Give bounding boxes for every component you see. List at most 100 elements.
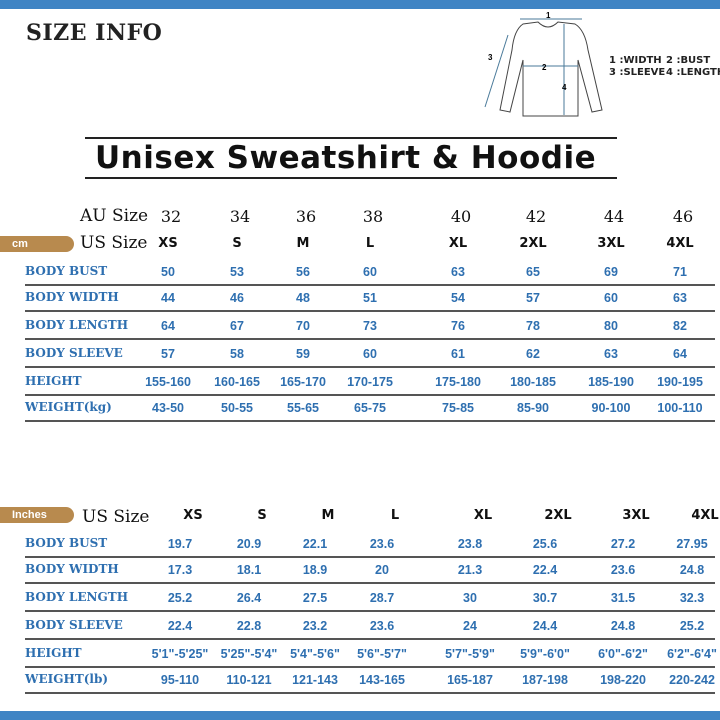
table-cell: 23.6 bbox=[369, 619, 395, 633]
table-cell: 67 bbox=[230, 319, 244, 333]
au-size-header: 36 bbox=[295, 207, 317, 226]
table-cell: 60 bbox=[363, 265, 377, 279]
table-cell: 220-242 bbox=[669, 673, 715, 687]
diagram-label-1: 1 bbox=[546, 11, 551, 20]
table-cell: 198-220 bbox=[600, 673, 646, 687]
table-row: BODY SLEEVE 22.4 22.8 23.2 23.6 24 24.4 24.8 25.… bbox=[25, 612, 715, 640]
table-row: BODY LENGTH 25.2 26.4 27.5 28.7 30 30.7 31.5 32.… bbox=[25, 584, 715, 612]
table-cell: 55-65 bbox=[287, 401, 319, 415]
table-cell: 28.7 bbox=[369, 591, 395, 605]
table-cell: 160-165 bbox=[214, 375, 260, 389]
row-label: BODY BUST bbox=[25, 536, 108, 550]
table-cell: 31.5 bbox=[610, 591, 636, 605]
table-cell: 23.8 bbox=[457, 537, 483, 551]
table-cell: 60 bbox=[604, 291, 618, 305]
unit-badge-cm: cm bbox=[0, 236, 74, 252]
au-size-header: 32 bbox=[160, 207, 182, 226]
table-cell: 69 bbox=[604, 265, 618, 279]
table-cell: 175-180 bbox=[435, 375, 481, 389]
us-size-header: L bbox=[365, 236, 375, 251]
us-size-label: US Size bbox=[80, 233, 148, 253]
table-cell: 187-198 bbox=[522, 673, 568, 687]
table-row: WEIGHT(lb) 95-110 110-121 121-143 143-165 165… bbox=[25, 666, 715, 694]
row-label: HEIGHT bbox=[25, 646, 82, 660]
table-cell: 71 bbox=[673, 265, 687, 279]
us-size-header: 3XL bbox=[597, 236, 625, 251]
table-cell: 63 bbox=[451, 265, 465, 279]
table-cell: 17.3 bbox=[167, 563, 193, 577]
us-size-header: 4XL bbox=[691, 508, 719, 523]
table-cell: 18.1 bbox=[236, 563, 262, 577]
table-cell: 20 bbox=[375, 563, 389, 577]
us-size-header: XL bbox=[448, 236, 468, 251]
table-cell: 23.6 bbox=[610, 563, 636, 577]
table-cell: 63 bbox=[604, 347, 618, 361]
product-title: Unisex Sweatshirt & Hoodie bbox=[95, 140, 597, 176]
table-cell: 62 bbox=[526, 347, 540, 361]
table-cell: 5'9"-6'0" bbox=[520, 647, 570, 661]
table-cell: 185-190 bbox=[588, 375, 634, 389]
table-cell: 75-85 bbox=[442, 401, 474, 415]
table-cell: 53 bbox=[230, 265, 244, 279]
table-cell: 64 bbox=[161, 319, 175, 333]
table-cell: 82 bbox=[673, 319, 687, 333]
au-size-header: 44 bbox=[603, 207, 625, 226]
table-cell: 27.95 bbox=[676, 537, 708, 551]
table-cell: 61 bbox=[451, 347, 465, 361]
table-cell: 24.8 bbox=[610, 619, 636, 633]
us-size-header: XS bbox=[158, 236, 178, 251]
table-cell: 63 bbox=[673, 291, 687, 305]
us-size-label-inches: US Size bbox=[82, 507, 150, 527]
us-size-header: M bbox=[296, 236, 310, 251]
table-cell: 18.9 bbox=[302, 563, 328, 577]
table-cell: 6'2"-6'4" bbox=[667, 647, 717, 661]
table-row: WEIGHT(kg) 43-50 50-55 55-65 65-75 75-85 85-90… bbox=[25, 394, 715, 422]
au-size-header: 42 bbox=[525, 207, 547, 226]
table-cell: 5'6"-5'7" bbox=[357, 647, 407, 661]
table-cell: 43-50 bbox=[152, 401, 184, 415]
table-cell: 5'1"-5'25" bbox=[151, 647, 209, 661]
legend-length: 4 :LENGTH bbox=[666, 67, 720, 78]
table-cell: 80 bbox=[604, 319, 618, 333]
table-cell: 5'25"-5'4" bbox=[220, 647, 278, 661]
table-cell: 6'0"-6'2" bbox=[598, 647, 648, 661]
title-rule-bottom bbox=[85, 177, 617, 179]
table-cell: 25.2 bbox=[167, 591, 193, 605]
au-size-header: 34 bbox=[229, 207, 251, 226]
table-cell: 78 bbox=[526, 319, 540, 333]
table-cell: 56 bbox=[296, 265, 310, 279]
table-cell: 170-175 bbox=[347, 375, 393, 389]
us-size-header: M bbox=[321, 508, 335, 523]
page-title: SIZE INFO bbox=[26, 20, 163, 46]
table-cell: 85-90 bbox=[517, 401, 549, 415]
table-cell: 60 bbox=[363, 347, 377, 361]
diagram-label-2: 2 bbox=[542, 63, 547, 72]
table-cell: 57 bbox=[161, 347, 175, 361]
legend-width: 1 :WIDTH bbox=[609, 55, 662, 66]
table-cell: 57 bbox=[526, 291, 540, 305]
table-row: BODY BUST 19.7 20.9 22.1 23.6 23.8 25.6 27.2 27.… bbox=[25, 530, 715, 558]
table-cell: 190-195 bbox=[657, 375, 703, 389]
table-row: BODY SLEEVE 57 58 59 60 61 62 63 64 bbox=[25, 340, 715, 368]
table-row: BODY LENGTH 64 67 70 73 76 78 80 82 bbox=[25, 312, 715, 340]
us-size-header: XS bbox=[183, 508, 203, 523]
table-cell: 27.5 bbox=[302, 591, 328, 605]
table-row: HEIGHT 5'1"-5'25" 5'25"-5'4" 5'4"-5'6" 5'6"-… bbox=[25, 640, 717, 668]
table-cell: 54 bbox=[451, 291, 465, 305]
us-size-header: 2XL bbox=[544, 508, 572, 523]
table-cell: 23.2 bbox=[302, 619, 328, 633]
au-size-header: 38 bbox=[362, 207, 384, 226]
row-label: BODY SLEEVE bbox=[25, 618, 123, 632]
table-cell: 25.6 bbox=[532, 537, 558, 551]
table-row: BODY BUST 50 53 56 60 63 65 69 71 bbox=[25, 258, 715, 286]
unit-badge-inches: Inches bbox=[0, 507, 74, 523]
table-cell: 27.2 bbox=[610, 537, 636, 551]
title-rule-top bbox=[85, 137, 617, 139]
au-size-label: AU Size bbox=[80, 206, 149, 226]
table-cell: 26.4 bbox=[236, 591, 262, 605]
table-cell: 44 bbox=[161, 291, 175, 305]
us-size-header: 4XL bbox=[666, 236, 694, 251]
row-label: BODY LENGTH bbox=[25, 318, 129, 332]
legend-bust: 2 :BUST bbox=[666, 55, 711, 66]
table-cell: 30 bbox=[463, 591, 477, 605]
